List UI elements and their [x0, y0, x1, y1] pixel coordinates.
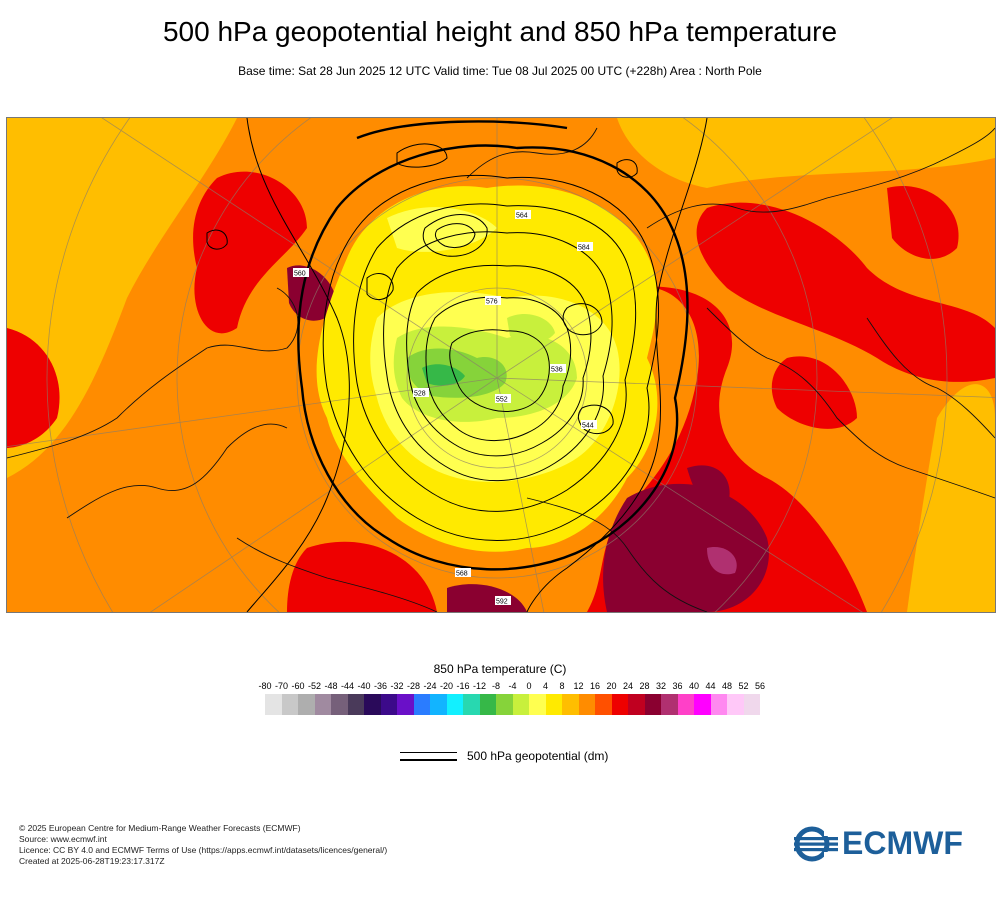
legend-tick-label: -44 [340, 681, 354, 691]
ecmwf-logo-text: ECMWF [842, 825, 963, 861]
ecmwf-logo-icon [794, 826, 838, 862]
contour-label-592: 592 [496, 599, 508, 606]
legend-tick-label: 0 [526, 681, 532, 691]
color-swatch [545, 694, 562, 715]
legend-tick-label: -32 [390, 681, 404, 691]
north-pole-map: 576 564 552 584 544 528 536 568 560 592 [6, 117, 996, 613]
color-swatch [496, 694, 513, 715]
legend-tick-label: -16 [456, 681, 470, 691]
color-swatch [562, 694, 579, 715]
legend-title: 850 hPa temperature (C) [433, 662, 567, 676]
contour-label-560: 584 [578, 245, 590, 252]
contour-label-568: 560 [294, 271, 306, 278]
color-swatch [314, 694, 331, 715]
legend-tick-label: 44 [705, 681, 716, 691]
color-swatch [611, 694, 628, 715]
legend-tick-label: -60 [291, 681, 305, 691]
legend-tick-label: 32 [655, 681, 666, 691]
color-swatch [298, 694, 315, 715]
legend-tick-label: -28 [406, 681, 420, 691]
licence-line: Licence: CC BY 4.0 and ECMWF Terms of Us… [19, 845, 388, 855]
legend-tick-label: 48 [721, 681, 732, 691]
legend-tick-label: -70 [274, 681, 288, 691]
legend-tick-label: 56 [754, 681, 765, 691]
color-swatch [413, 694, 430, 715]
color-swatch [380, 694, 397, 715]
color-swatch [347, 694, 364, 715]
color-swatch [265, 694, 282, 715]
contour-label-544: 544 [582, 423, 594, 430]
legend-tick-label: 8 [559, 681, 565, 691]
legend-tick-label: -40 [357, 681, 371, 691]
contour-label-536: 536 [551, 367, 563, 374]
source-line: Source: www.ecmwf.int [19, 834, 107, 844]
legend-tick-label: -8 [491, 681, 500, 691]
color-swatch [397, 694, 414, 715]
ecmwf-logo: ECMWF [794, 825, 984, 862]
legend-tick-label: 4 [542, 681, 548, 691]
color-swatch [644, 694, 661, 715]
legend-tick-label: 12 [573, 681, 584, 691]
color-swatch [578, 694, 595, 715]
legend-tick-label: 20 [606, 681, 617, 691]
color-swatch [628, 694, 645, 715]
geopotential-legend-label: 500 hPa geopotential (dm) [467, 749, 609, 763]
footer-credits: © 2025 European Centre for Medium-Range … [19, 823, 387, 867]
copyright-line: © 2025 European Centre for Medium-Range … [19, 823, 301, 833]
color-swatch [512, 694, 529, 715]
contour-label-576: 576 [486, 299, 498, 306]
geopotential-line-sample-bold [400, 759, 457, 761]
color-swatch [595, 694, 612, 715]
legend-tick-label: 16 [589, 681, 600, 691]
legend-tick-label: -12 [472, 681, 486, 691]
color-swatch [694, 694, 711, 715]
legend-tick-label: -48 [324, 681, 338, 691]
color-swatch [281, 694, 298, 715]
chart-subtitle: Base time: Sat 28 Jun 2025 12 UTC Valid … [238, 64, 762, 78]
color-swatch [743, 694, 760, 715]
legend-tick-label: 40 [688, 681, 699, 691]
legend-tick-label: -4 [508, 681, 517, 691]
legend-tick-label: -80 [258, 681, 272, 691]
legend-tick-label: 36 [672, 681, 683, 691]
color-swatch [677, 694, 694, 715]
color-swatch [479, 694, 496, 715]
legend-tick-label: -52 [307, 681, 321, 691]
color-swatch [430, 694, 447, 715]
geopotential-line-sample [400, 752, 457, 753]
legend-tick-label: 52 [738, 681, 749, 691]
contour-label-528: 528 [414, 391, 426, 398]
legend-tick-label: 24 [622, 681, 633, 691]
color-swatch [529, 694, 546, 715]
color-swatch [661, 694, 678, 715]
contour-label-584: 568 [456, 571, 468, 578]
color-swatch [710, 694, 727, 715]
contour-label-564: 564 [516, 213, 528, 220]
created-line: Created at 2025-06-28T19:23:17.317Z [19, 856, 165, 866]
contour-label-552: 552 [496, 397, 508, 404]
color-swatch [463, 694, 480, 715]
legend-tick-labels: -80 -70 -60 -52 -48 -44 -40 -36 -32 -28 -24 -20 -16-… [241, 681, 765, 693]
chart-title: 500 hPa geopotential height and 850 hPa … [162, 16, 838, 47]
legend-tick-label: -20 [439, 681, 453, 691]
color-swatch [446, 694, 463, 715]
color-swatch [364, 694, 381, 715]
legend-tick-label: -36 [373, 681, 387, 691]
legend-tick-label: 28 [639, 681, 650, 691]
legend-tick-label: -24 [423, 681, 437, 691]
color-swatch [727, 694, 744, 715]
color-swatch [331, 694, 348, 715]
temperature-color-scale [265, 694, 760, 715]
